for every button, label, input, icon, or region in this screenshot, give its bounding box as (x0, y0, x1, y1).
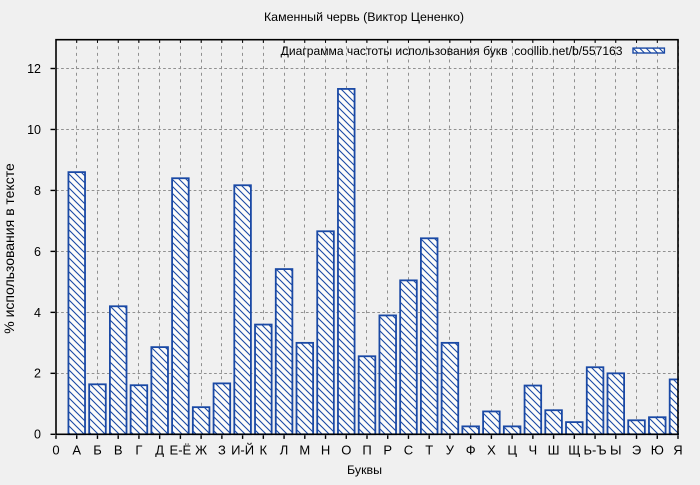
svg-text:Н: Н (321, 442, 330, 457)
svg-text:10: 10 (27, 123, 41, 137)
svg-text:Г: Г (135, 442, 142, 457)
svg-text:Диаграмма частоты использовани: Диаграмма частоты использования букв coo… (281, 44, 623, 58)
svg-text:0: 0 (52, 442, 59, 457)
svg-text:2: 2 (34, 367, 41, 381)
svg-text:% использования в тексте: % использования в тексте (1, 163, 17, 334)
svg-text:С: С (404, 442, 413, 457)
svg-text:Е-Ё: Е-Ё (170, 442, 192, 457)
svg-text:Ф: Ф (466, 442, 476, 457)
svg-text:А: А (72, 442, 81, 457)
svg-text:Ж: Ж (195, 442, 207, 457)
svg-text:К: К (260, 442, 268, 457)
svg-text:6: 6 (34, 245, 41, 259)
svg-text:Д: Д (155, 442, 164, 457)
svg-text:Я: Я (673, 442, 682, 457)
svg-text:М: М (299, 442, 310, 457)
svg-text:Ш: Ш (548, 442, 560, 457)
svg-text:Каменный червь (Виктор Цененко: Каменный червь (Виктор Цененко) (264, 10, 464, 24)
svg-text:П: П (362, 442, 371, 457)
svg-text:Л: Л (280, 442, 289, 457)
svg-text:Ч: Ч (529, 442, 538, 457)
svg-text:Ь-Ъ: Ь-Ъ (583, 442, 606, 457)
svg-text:О: О (341, 442, 351, 457)
svg-text:4: 4 (34, 306, 41, 320)
svg-text:Ц: Ц (507, 442, 517, 457)
svg-text:Ы: Ы (610, 442, 622, 457)
svg-text:Э: Э (632, 442, 641, 457)
svg-text:Х: Х (487, 442, 496, 457)
svg-text:В: В (114, 442, 123, 457)
svg-text:8: 8 (34, 184, 41, 198)
svg-text:Р: Р (383, 442, 392, 457)
svg-text:У: У (446, 442, 455, 457)
svg-text:З: З (218, 442, 226, 457)
svg-text:Т: Т (425, 442, 433, 457)
svg-text:Ю: Ю (651, 442, 664, 457)
svg-text:И-Й: И-Й (231, 442, 254, 457)
svg-text:Щ: Щ (568, 442, 580, 457)
svg-text:Б: Б (93, 442, 102, 457)
svg-text:Буквы: Буквы (347, 463, 382, 477)
svg-text:12: 12 (27, 62, 41, 76)
svg-text:0: 0 (34, 428, 41, 442)
